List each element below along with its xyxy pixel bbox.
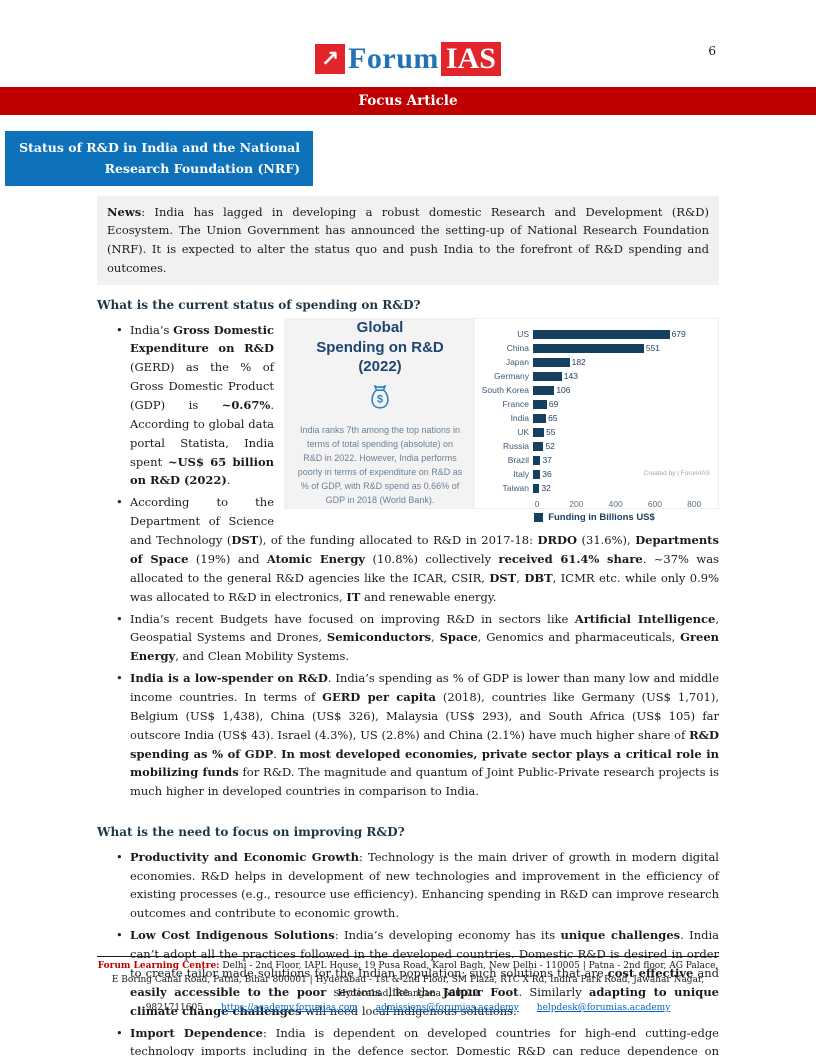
footer-admissions-email-link[interactable]: admissions@forumias.academy: [375, 1003, 519, 1014]
footer-centre-label: Forum Learning Centre:: [97, 961, 220, 972]
bullet-list: India’s Gross Domestic Expenditure on R&…: [97, 321, 719, 801]
page-footer: Forum Learning Centre: Delhi - 2nd Floor…: [97, 956, 719, 1016]
footer-website-link[interactable]: https://academy.forumias.com: [220, 1003, 358, 1014]
news-box: News: India has lagged in developing a r…: [97, 195, 719, 285]
section-need-to-focus: What is the need to focus on improving R…: [97, 823, 719, 1056]
bullet-item: India’s recent Budgets have focused on i…: [116, 610, 719, 667]
section-heading: What is the need to focus on improving R…: [97, 825, 405, 840]
page-header: ↗ Forum IAS 6: [0, 0, 816, 76]
article-body: News: India has lagged in developing a r…: [97, 195, 719, 1056]
article-title-line1: Status of R&D in India and the National: [19, 140, 300, 155]
bullet-item: According to the Department of Science a…: [116, 493, 719, 606]
bullet-item: Import Dependence: India is dependent on…: [116, 1024, 719, 1056]
bullet-list: Productivity and Economic Growth: Techno…: [97, 848, 719, 1056]
banner-label: Focus Article: [358, 93, 458, 109]
section-status-of-spending: What is the current status of spending o…: [97, 296, 719, 804]
bullet-item: Productivity and Economic Growth: Techno…: [116, 848, 719, 923]
footer-address: Delhi - 2nd Floor, IAPL House, 19 Pusa R…: [111, 961, 719, 1000]
focus-article-banner: Focus Article: [0, 87, 816, 115]
bullet-item: India is a low-spender on R&D. India’s s…: [116, 669, 719, 801]
article-title-line2: Research Foundation (NRF): [104, 161, 300, 177]
news-text: : India has lagged in developing a robus…: [107, 204, 709, 276]
section-heading: What is the current status of spending o…: [97, 297, 421, 312]
bullet-item: Low Cost Indigenous Solutions: India’s d…: [116, 926, 719, 1020]
logo-text-ias: IAS: [440, 42, 501, 76]
article-title-box: Status of R&D in India and the National …: [5, 131, 313, 186]
news-label: News: [107, 204, 142, 219]
forumias-logo: ↗ Forum IAS: [315, 42, 501, 76]
footer-contact-line: 9821711605 https://academy.forumias.com ad…: [97, 1002, 719, 1016]
arrow-up-right-icon: ↗: [315, 44, 346, 74]
footer-address-line: Forum Learning Centre: Delhi - 2nd Floor…: [97, 960, 719, 1002]
logo-text-forum: Forum: [348, 42, 439, 75]
bullet-item: India’s Gross Domestic Expenditure on R&…: [116, 321, 719, 491]
footer-phone: 9821711605: [145, 1003, 203, 1014]
page-number: 6: [708, 44, 716, 58]
footer-helpdesk-email-link[interactable]: helpdesk@forumias.academy: [536, 1003, 671, 1014]
